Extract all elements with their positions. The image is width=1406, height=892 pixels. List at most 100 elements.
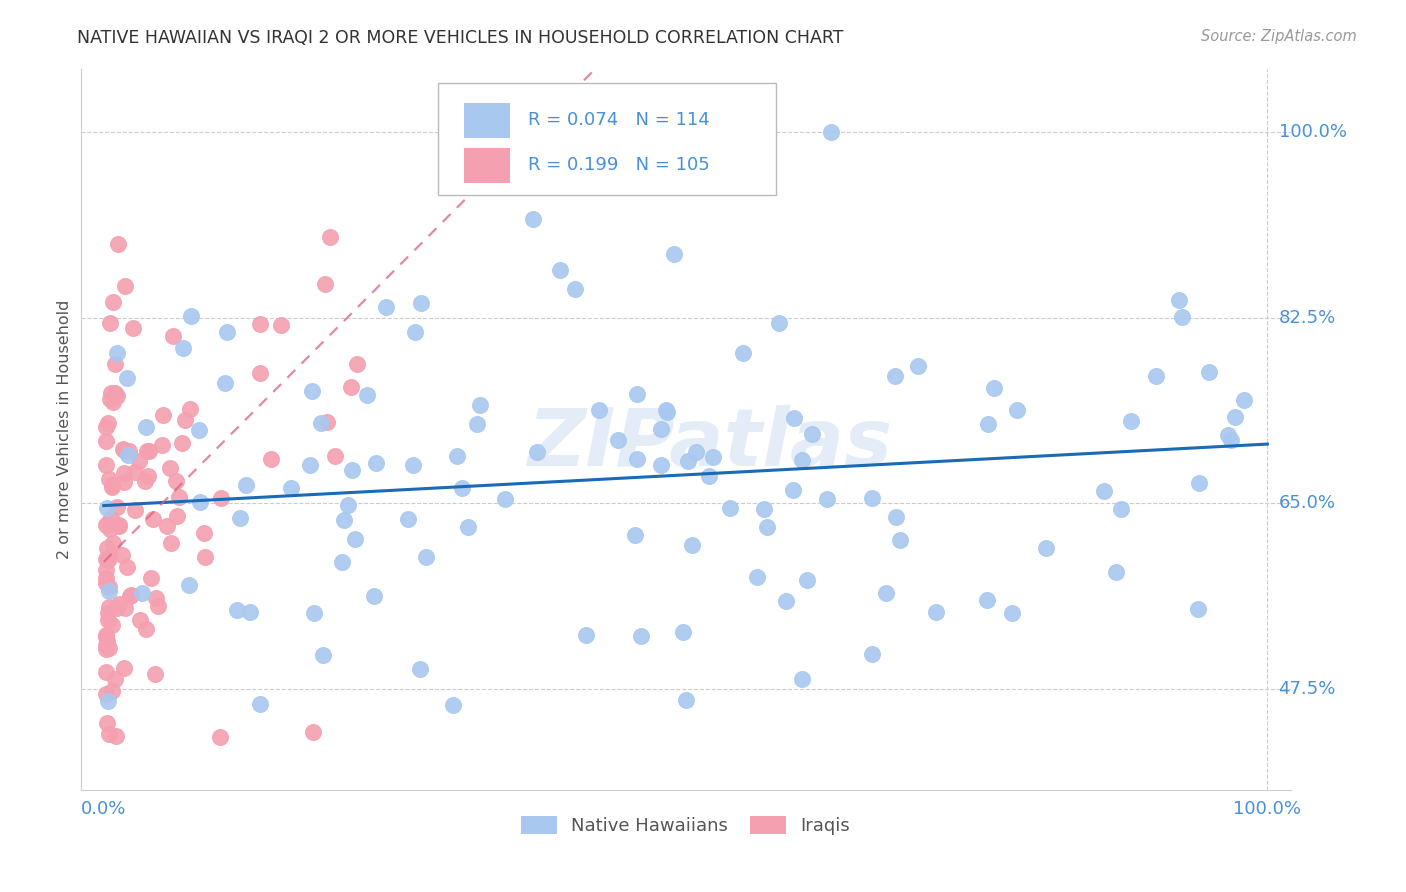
Point (101, 536, 124, 550)
Point (315, 415, 337, 429)
Point (98, 316, 121, 330)
Point (97, 516, 120, 531)
Point (143, 666, 166, 681)
Point (156, 519, 179, 533)
Point (104, 385, 127, 400)
Point (671, 625, 693, 640)
Point (630, 629, 652, 643)
Point (1035, 541, 1057, 555)
Point (97, 640, 120, 655)
Point (1144, 368, 1167, 383)
Point (142, 511, 165, 525)
Point (346, 357, 368, 371)
Point (626, 452, 648, 467)
Point (575, 627, 598, 641)
Point (468, 398, 491, 412)
Point (115, 559, 138, 574)
Point (309, 416, 332, 430)
Point (141, 570, 163, 584)
Point (332, 512, 354, 526)
Text: 100.0%: 100.0% (1278, 123, 1347, 141)
Point (548, 263, 571, 277)
Point (344, 533, 367, 547)
Point (977, 417, 1000, 431)
Point (117, 448, 139, 462)
Point (860, 491, 883, 505)
Point (340, 380, 363, 394)
Point (249, 698, 271, 712)
Point (775, 594, 797, 608)
Point (792, 453, 814, 467)
Point (662, 247, 685, 261)
Point (97, 472, 120, 486)
Text: 65.0%: 65.0% (1278, 494, 1336, 513)
Point (229, 511, 252, 525)
Point (226, 603, 249, 617)
Point (172, 341, 194, 355)
Point (588, 403, 610, 417)
Point (96, 634, 118, 648)
Point (1168, 293, 1191, 307)
Point (94, 628, 117, 642)
Point (96, 576, 118, 591)
Point (654, 402, 676, 417)
Point (606, 434, 628, 448)
Point (94, 434, 117, 449)
Point (152, 408, 174, 422)
Point (402, 458, 425, 472)
Point (1171, 310, 1194, 324)
Point (174, 413, 197, 427)
Point (94, 563, 117, 577)
Point (170, 435, 193, 450)
Point (100, 618, 122, 632)
Point (96, 715, 118, 730)
Point (626, 387, 648, 401)
Point (135, 622, 157, 636)
Point (886, 510, 908, 524)
Point (114, 601, 136, 615)
Point (302, 724, 325, 739)
Point (101, 683, 124, 698)
Point (312, 648, 335, 663)
Point (94, 551, 117, 566)
Y-axis label: 2 or more Vehicles in Household: 2 or more Vehicles in Household (58, 300, 72, 559)
Point (94, 571, 117, 585)
Point (363, 589, 385, 603)
Point (104, 672, 127, 686)
Point (146, 599, 169, 614)
Point (1001, 607, 1024, 621)
Point (179, 577, 201, 591)
Point (188, 495, 211, 509)
Point (815, 491, 838, 506)
Point (697, 469, 720, 483)
Point (1220, 433, 1243, 447)
Point (336, 498, 359, 512)
Point (304, 607, 326, 621)
Point (94, 517, 117, 532)
Point (820, 125, 842, 139)
Point (107, 236, 129, 251)
Point (94, 638, 117, 652)
Point (193, 526, 215, 541)
Point (98, 522, 121, 536)
Point (180, 309, 202, 323)
Point (94, 630, 117, 644)
Text: R = 0.199   N = 105: R = 0.199 N = 105 (529, 156, 710, 174)
Point (756, 520, 779, 534)
Point (889, 533, 911, 548)
Text: 82.5%: 82.5% (1278, 309, 1336, 326)
Point (450, 481, 472, 495)
Point (112, 661, 135, 675)
Point (107, 597, 129, 611)
Point (280, 482, 302, 496)
Point (122, 321, 145, 335)
Point (188, 423, 211, 437)
Point (875, 586, 897, 600)
Point (655, 405, 678, 419)
Point (120, 588, 142, 602)
Point (104, 358, 127, 372)
Point (340, 462, 363, 476)
Point (217, 325, 239, 339)
Point (239, 605, 262, 619)
Point (409, 662, 432, 676)
